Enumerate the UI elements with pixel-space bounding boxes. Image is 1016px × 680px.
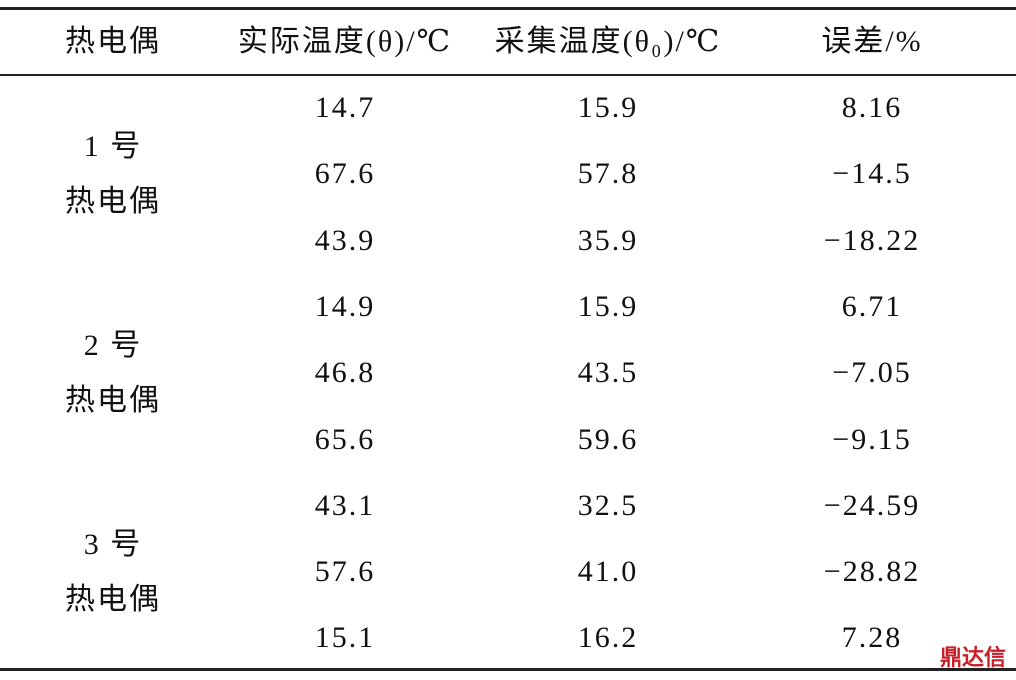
group-label: 热电偶 <box>65 184 161 218</box>
data-cell: 46.8 <box>314 356 376 390</box>
header-cell: 热电偶 <box>65 25 161 58</box>
data-cell: 35.9 <box>577 223 639 257</box>
data-cell: −9.15 <box>832 422 912 456</box>
data-cell: 32.5 <box>577 488 639 522</box>
data-cell: 6.71 <box>841 289 903 323</box>
data-cell: 41.0 <box>577 555 639 589</box>
data-cell: −24.59 <box>823 488 921 522</box>
bottom-rule <box>0 668 1016 671</box>
header-cell: 采集温度(θ₀)/℃ <box>494 25 722 58</box>
data-cell: 57.6 <box>314 555 376 589</box>
top-rule <box>0 7 1016 10</box>
data-cell: −18.22 <box>823 223 921 257</box>
watermark: 鼎达信 <box>939 646 1006 671</box>
data-cell: 43.5 <box>577 356 639 390</box>
header-cell: 误差/% <box>821 25 923 58</box>
data-cell: −28.82 <box>823 555 921 589</box>
data-cell: 15.9 <box>577 91 639 124</box>
data-cell: 43.1 <box>314 488 376 522</box>
group-label: 热电偶 <box>65 383 161 417</box>
data-cell: 15.1 <box>314 621 376 655</box>
data-cell: 14.7 <box>314 91 376 124</box>
data-cell: 15.9 <box>577 289 639 323</box>
data-cell: 8.16 <box>841 91 903 124</box>
data-cell: 59.6 <box>577 422 639 456</box>
data-cell: 43.9 <box>314 223 376 257</box>
data-cell: 7.28 <box>841 621 903 655</box>
data-cell: 14.9 <box>314 289 376 323</box>
group-label: 2 号 <box>83 328 143 362</box>
data-cell: 67.6 <box>314 157 376 191</box>
data-cell: −7.05 <box>832 356 912 390</box>
header-rule <box>0 74 1016 76</box>
data-cell: 65.6 <box>314 422 376 456</box>
header-cell: 实际温度(θ)/℃ <box>237 25 453 58</box>
data-cell: 57.8 <box>577 157 639 191</box>
group-label: 3 号 <box>83 527 143 561</box>
group-label: 热电偶 <box>65 582 161 616</box>
group-label: 1 号 <box>83 129 143 163</box>
data-cell: −14.5 <box>832 157 912 191</box>
data-cell: 16.2 <box>577 621 639 655</box>
